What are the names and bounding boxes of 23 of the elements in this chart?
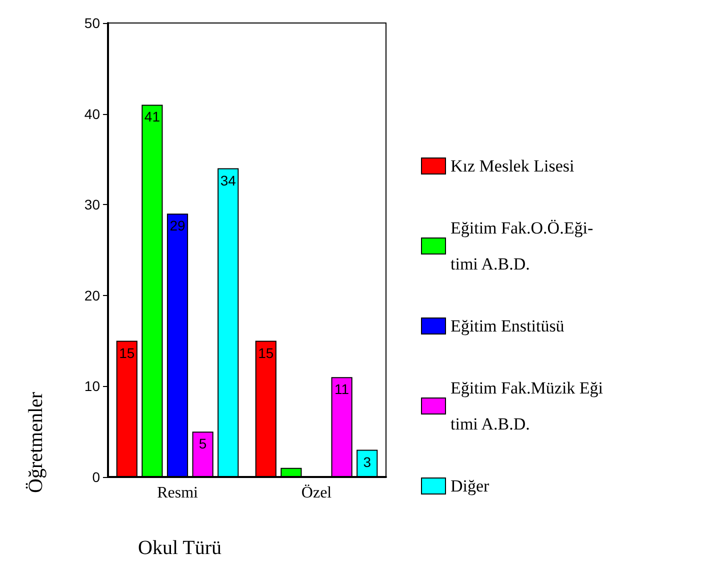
- legend-label: Diğer: [450, 476, 490, 496]
- data-label: 15: [258, 344, 274, 361]
- data-label: 41: [144, 108, 160, 125]
- x-tick-label: Özel: [301, 484, 332, 502]
- x-tick-label: Resmi: [157, 484, 198, 502]
- legend-label: Kız Meslek Lisesi: [450, 156, 574, 176]
- data-label: 15: [119, 344, 135, 361]
- y-tick-label: 50: [84, 15, 100, 31]
- data-label: 11: [334, 381, 350, 398]
- y-tick-label: 40: [84, 106, 100, 122]
- y-tick-label: 10: [84, 378, 100, 394]
- text: Okul Türü: [138, 537, 222, 559]
- y-tick-label: 20: [84, 287, 100, 304]
- data-label: 34: [220, 172, 236, 188]
- y-axis-title: Öğretmenler: [25, 392, 47, 493]
- data-label: 3: [363, 454, 372, 470]
- data-label: 29: [170, 218, 186, 234]
- data-label: 5: [198, 436, 207, 452]
- legend-label: Eğitim Enstitüsü: [450, 316, 565, 336]
- y-tick-label: 30: [84, 196, 100, 213]
- y-tick-label: 0: [92, 469, 100, 485]
- legend-label: Eğitim Fak.O.Ö.Eği- timi A.B.D.: [450, 218, 594, 274]
- legend-label: Eğitim Fak.Müzik Eği timi A.B.D.: [450, 378, 604, 434]
